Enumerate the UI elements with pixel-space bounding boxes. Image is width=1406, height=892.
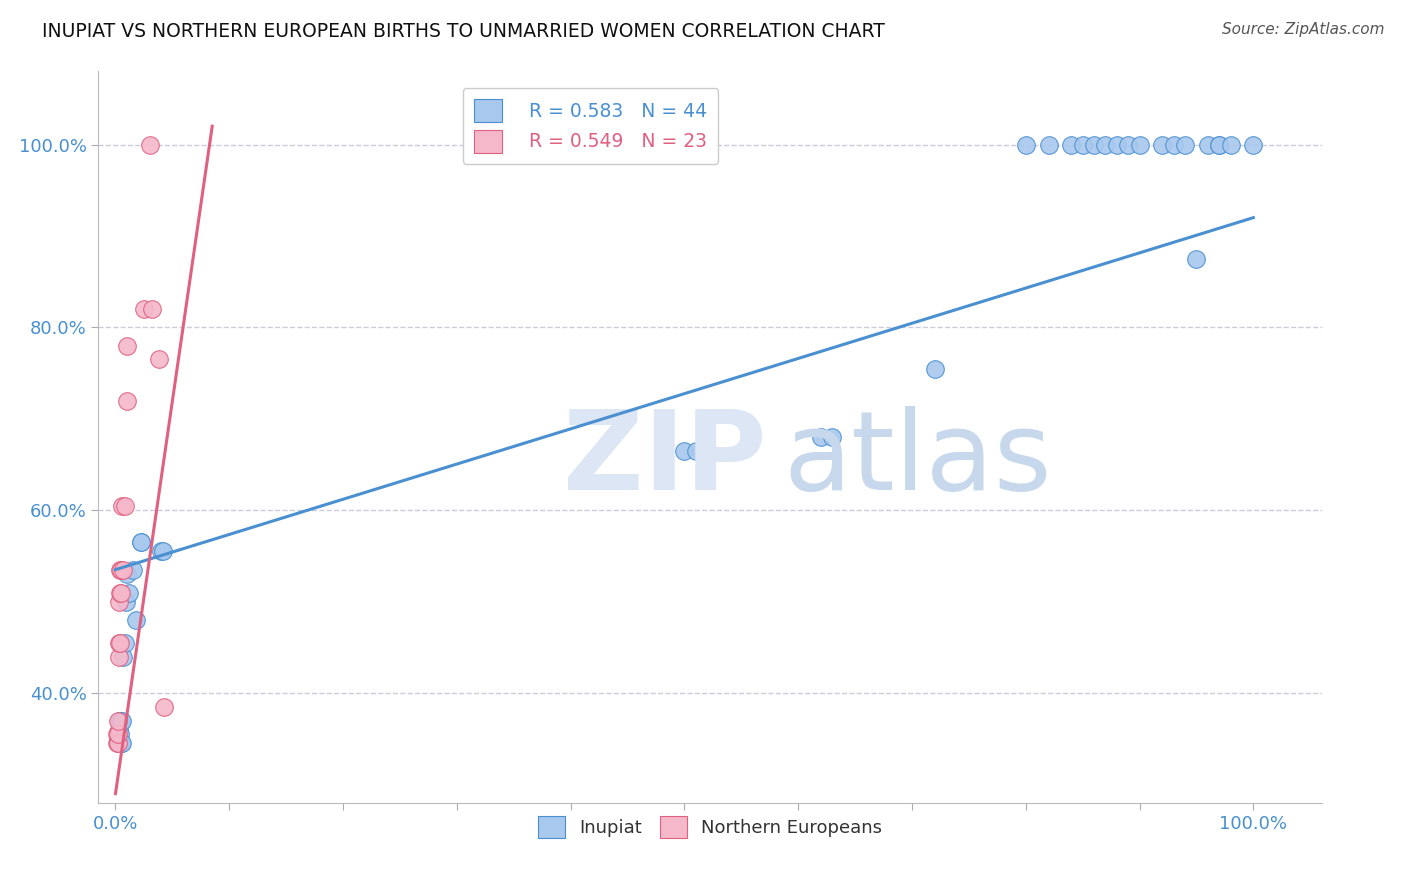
Point xyxy=(114,594,136,608)
Point xyxy=(129,535,152,549)
Point xyxy=(118,585,141,599)
Point xyxy=(1197,137,1219,152)
Point xyxy=(1015,137,1038,152)
Text: ZIP: ZIP xyxy=(564,406,766,513)
Y-axis label: Births to Unmarried Women: Births to Unmarried Women xyxy=(0,321,4,553)
Point xyxy=(821,430,844,444)
Point xyxy=(152,544,174,558)
Point xyxy=(1219,137,1241,152)
Point xyxy=(105,727,128,741)
Point xyxy=(1208,137,1230,152)
Point xyxy=(153,699,176,714)
Point xyxy=(107,736,129,750)
Point xyxy=(150,544,173,558)
Point xyxy=(1083,137,1105,152)
Point xyxy=(111,736,134,750)
Point xyxy=(129,535,152,549)
Point xyxy=(1185,252,1208,266)
Point xyxy=(112,563,135,577)
Point xyxy=(924,361,946,376)
Point xyxy=(673,443,696,458)
Point xyxy=(112,649,135,664)
Point xyxy=(141,301,163,317)
Text: INUPIAT VS NORTHERN EUROPEAN BIRTHS TO UNMARRIED WOMEN CORRELATION CHART: INUPIAT VS NORTHERN EUROPEAN BIRTHS TO U… xyxy=(42,22,884,41)
Text: Source: ZipAtlas.com: Source: ZipAtlas.com xyxy=(1222,22,1385,37)
Point xyxy=(110,736,132,750)
Point xyxy=(1152,137,1174,152)
Point xyxy=(114,499,136,513)
Text: atlas: atlas xyxy=(783,406,1052,513)
Point xyxy=(108,636,131,650)
Point xyxy=(108,585,131,599)
Point xyxy=(1116,137,1139,152)
Point xyxy=(1038,137,1060,152)
Point xyxy=(110,585,132,599)
Point xyxy=(108,594,131,608)
Point xyxy=(1094,137,1116,152)
Point xyxy=(1241,137,1264,152)
Point xyxy=(121,563,143,577)
Point xyxy=(108,636,131,650)
Point xyxy=(132,301,155,317)
Point xyxy=(685,443,707,458)
Point xyxy=(1208,137,1230,152)
Point xyxy=(1129,137,1152,152)
Point xyxy=(1163,137,1185,152)
Point xyxy=(115,567,138,582)
Point xyxy=(108,727,131,741)
Point xyxy=(105,736,128,750)
Point xyxy=(111,499,134,513)
Point xyxy=(110,563,132,577)
Point xyxy=(108,714,131,728)
Point xyxy=(148,352,170,367)
Point xyxy=(125,613,148,627)
Point xyxy=(108,736,131,750)
Point xyxy=(108,649,131,664)
Point xyxy=(1174,137,1197,152)
Point xyxy=(138,137,160,152)
Point xyxy=(108,563,131,577)
Point xyxy=(1060,137,1083,152)
Point xyxy=(108,723,131,737)
Point xyxy=(1071,137,1094,152)
Legend: Inupiat, Northern Europeans: Inupiat, Northern Europeans xyxy=(530,808,890,845)
Point xyxy=(810,430,832,444)
Point xyxy=(115,338,138,352)
Point xyxy=(111,714,134,728)
Point xyxy=(115,393,138,408)
Point xyxy=(107,736,129,750)
Point xyxy=(114,636,136,650)
Point xyxy=(110,714,132,728)
Point xyxy=(107,727,129,741)
Point xyxy=(107,714,129,728)
Point xyxy=(1105,137,1128,152)
Point xyxy=(110,736,132,750)
